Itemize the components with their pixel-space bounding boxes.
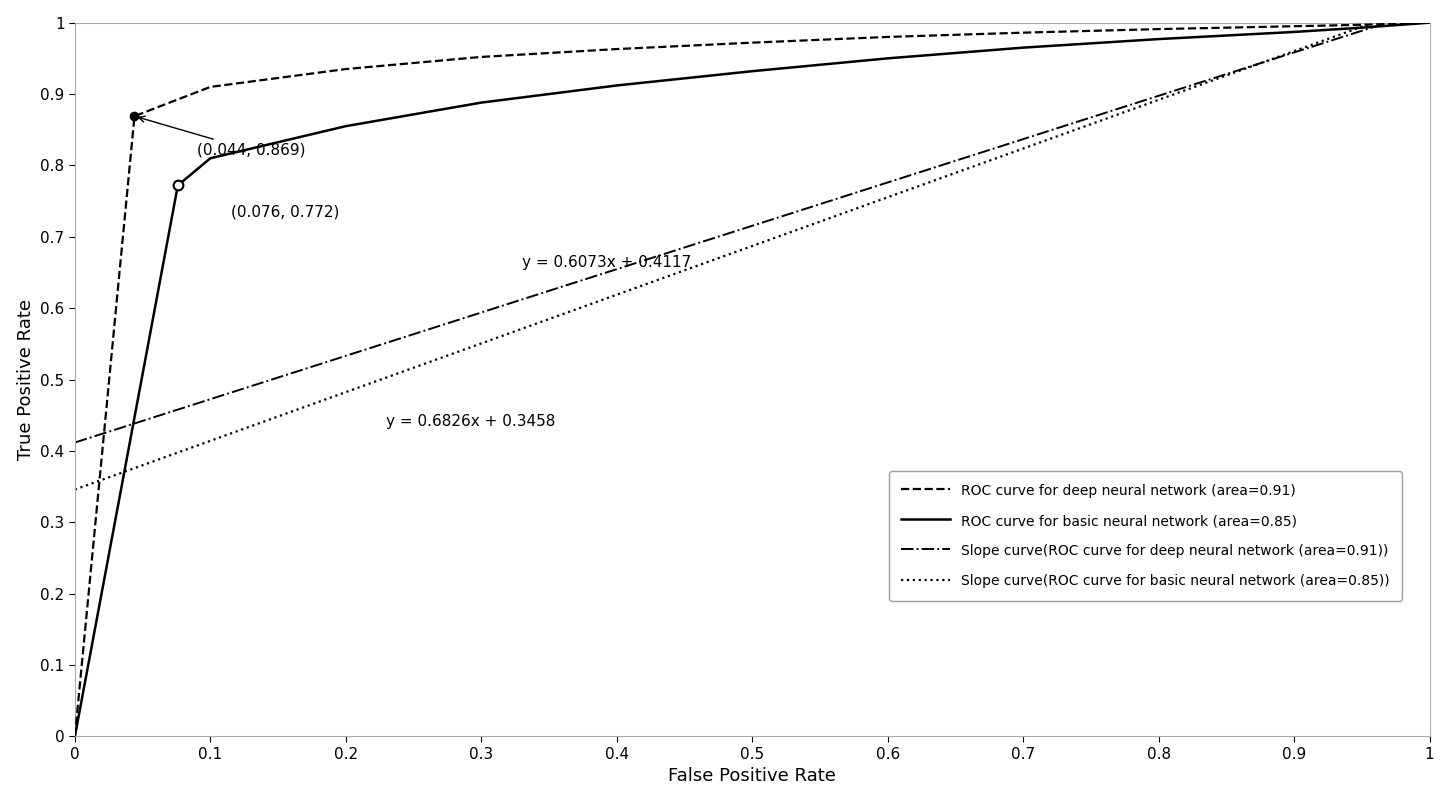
ROC curve for basic neural network (area=0.85) — [1421, 18, 1438, 27]
ROC curve for basic neural network (area=0.85) — [67, 731, 84, 741]
ROC curve for deep neural network (area=0.91) — [608, 44, 625, 54]
X-axis label: False Positive Rate: False Positive Rate — [669, 768, 836, 785]
ROC curve for basic neural network (area=0.85) — [202, 153, 219, 163]
ROC curve for deep neural network (area=0.91) — [1354, 20, 1371, 30]
ROC curve for basic neural network (area=0.85) — [608, 81, 625, 91]
Text: y = 0.6073x + 0.4117: y = 0.6073x + 0.4117 — [522, 255, 691, 269]
Line: ROC curve for basic neural network (area=0.85): ROC curve for basic neural network (area… — [75, 22, 1429, 736]
Text: (0.076, 0.772): (0.076, 0.772) — [231, 205, 340, 220]
Legend: ROC curve for deep neural network (area=0.91), ROC curve for basic neural networ: ROC curve for deep neural network (area=… — [889, 471, 1402, 601]
Y-axis label: True Positive Rate: True Positive Rate — [16, 299, 35, 460]
ROC curve for basic neural network (area=0.85) — [743, 67, 760, 76]
ROC curve for deep neural network (area=0.91) — [473, 52, 490, 62]
Text: (0.044, 0.869): (0.044, 0.869) — [139, 116, 305, 158]
ROC curve for basic neural network (area=0.85) — [1354, 22, 1371, 32]
ROC curve for deep neural network (area=0.91) — [67, 731, 84, 741]
ROC curve for deep neural network (area=0.91) — [1014, 28, 1032, 38]
ROC curve for basic neural network (area=0.85) — [879, 54, 897, 63]
Line: ROC curve for deep neural network (area=0.91): ROC curve for deep neural network (area=… — [75, 22, 1429, 736]
ROC curve for deep neural network (area=0.91) — [743, 38, 760, 47]
ROC curve for deep neural network (area=0.91) — [1421, 18, 1438, 27]
ROC curve for deep neural network (area=0.91) — [879, 32, 897, 42]
ROC curve for deep neural network (area=0.91) — [1149, 24, 1167, 34]
ROC curve for basic neural network (area=0.85) — [473, 98, 490, 107]
ROC curve for deep neural network (area=0.91) — [126, 111, 144, 121]
ROC curve for basic neural network (area=0.85) — [1286, 27, 1303, 37]
ROC curve for deep neural network (area=0.91) — [1286, 22, 1303, 31]
ROC curve for basic neural network (area=0.85) — [1149, 34, 1167, 44]
ROC curve for deep neural network (area=0.91) — [337, 64, 354, 74]
ROC curve for basic neural network (area=0.85) — [170, 180, 187, 190]
ROC curve for basic neural network (area=0.85) — [1014, 43, 1032, 52]
ROC curve for basic neural network (area=0.85) — [337, 121, 354, 131]
Text: y = 0.6826x + 0.3458: y = 0.6826x + 0.3458 — [386, 414, 556, 429]
ROC curve for deep neural network (area=0.91) — [202, 82, 219, 91]
